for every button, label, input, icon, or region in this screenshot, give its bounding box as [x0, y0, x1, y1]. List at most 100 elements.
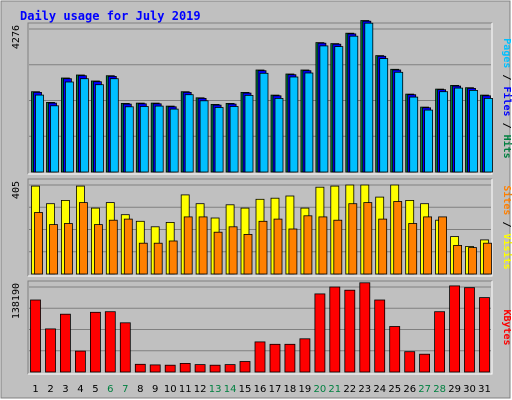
bar-pages-day-26 [409, 96, 419, 173]
bar-sites-day-7 [123, 218, 133, 275]
bar-pages-day-13 [214, 107, 224, 173]
plot-edge-dark-top [27, 22, 492, 174]
bar-sites-day-20 [318, 216, 328, 275]
bar-pages-day-8 [139, 106, 149, 173]
bar-pages-day-27 [424, 109, 434, 173]
bar-sites-day-10 [168, 240, 178, 275]
ytick-label-top: 4276 [11, 25, 22, 49]
bar-sites-day-29 [453, 244, 463, 275]
bar-pages-day-4 [80, 78, 89, 173]
bar-sites-day-6 [108, 219, 118, 275]
legend-part-top-4: Hits [501, 135, 512, 159]
x-tick-label-day-17: 17 [269, 384, 282, 395]
bar-kbytes-day-30 [464, 287, 475, 373]
bar-kbytes-day-20 [314, 293, 326, 373]
bar-kbytes-day-31 [479, 297, 490, 373]
legend-part-middle-2: Visits [501, 234, 512, 270]
bar-pages-day-16 [259, 72, 269, 173]
panel-top: 4276 Pages / Files / Hits [11, 20, 512, 175]
bar-pages-day-2 [50, 105, 59, 173]
bar-kbytes-day-18 [284, 343, 296, 373]
legend-middle: Sites / Visits [501, 185, 512, 269]
bar-sites-day-3 [64, 223, 73, 275]
bar-sites-day-30 [468, 247, 477, 275]
bar-sites-day-4 [79, 202, 88, 275]
bar-sites-day-31 [483, 242, 492, 275]
legend-part-middle-0: Sites [501, 185, 512, 215]
bar-kbytes-day-21 [329, 286, 341, 373]
x-tick-label-day-18: 18 [284, 384, 297, 395]
bar-pages-day-23 [364, 22, 374, 173]
bar-pages-day-22 [349, 35, 359, 173]
bar-sites-day-24 [378, 218, 388, 275]
bar-kbytes-day-5 [90, 311, 101, 373]
x-tick-label-day-29: 29 [448, 384, 461, 395]
bar-kbytes-day-1 [30, 299, 41, 373]
bar-pages-day-18 [289, 76, 299, 173]
plot-edge-dark-bottom [27, 280, 492, 374]
bar-kbytes-day-13 [209, 364, 221, 373]
x-tick-label-day-20: 20 [314, 384, 327, 395]
bar-sites-day-1 [34, 212, 43, 275]
x-tick-label-day-12: 12 [194, 384, 207, 395]
bar-kbytes-day-29 [449, 285, 461, 373]
x-tick-label-day-6: 6 [107, 384, 113, 395]
bar-kbytes-day-8 [134, 363, 146, 373]
bar-pages-day-29 [454, 87, 464, 173]
bar-sites-day-2 [49, 224, 58, 275]
bar-kbytes-day-17 [269, 343, 281, 373]
bar-sites-day-26 [408, 223, 418, 275]
bar-sites-day-23 [363, 202, 373, 275]
bar-kbytes-day-7 [119, 322, 131, 373]
bar-kbytes-day-16 [254, 341, 266, 373]
bar-sites-day-25 [393, 201, 403, 275]
ytick-label-middle: 405 [11, 181, 22, 199]
bar-kbytes-day-15 [239, 361, 251, 373]
bar-pages-day-1 [35, 94, 44, 173]
series-kbytes [30, 282, 490, 373]
x-tick-label-day-24: 24 [373, 384, 386, 395]
bar-sites-day-19 [303, 215, 313, 275]
bar-kbytes-day-10 [164, 364, 176, 373]
x-tick-label-day-27: 27 [418, 384, 431, 395]
plot-edge-light-top [28, 23, 493, 175]
bar-sites-day-9 [153, 242, 163, 275]
bar-kbytes-day-4 [75, 350, 86, 373]
chart-title: Daily usage for July 2019 [20, 9, 201, 23]
x-tick-label-day-15: 15 [239, 384, 252, 395]
x-tick-label-day-2: 2 [47, 384, 53, 395]
bar-pages-day-21 [334, 46, 344, 173]
bar-sites-day-15 [243, 233, 253, 275]
x-tick-label-day-22: 22 [343, 384, 356, 395]
x-tick-label-day-7: 7 [122, 384, 128, 395]
ytick-label-bottom: 138190 [11, 283, 22, 319]
bar-pages-day-24 [379, 58, 389, 173]
bar-pages-day-28 [439, 91, 449, 173]
legend-part-top-1: / [501, 68, 512, 86]
bar-pages-day-6 [109, 78, 119, 173]
bar-pages-day-25 [394, 71, 404, 173]
x-tick-label-day-25: 25 [388, 384, 401, 395]
x-tick-label-day-31: 31 [478, 384, 491, 395]
bar-sites-day-18 [288, 228, 298, 275]
bar-sites-day-12 [198, 216, 208, 275]
x-tick-label-day-30: 30 [463, 384, 476, 395]
panel-middle: 405 Sites / Visits [11, 178, 512, 277]
bar-kbytes-day-6 [104, 311, 116, 373]
bar-pages-day-30 [469, 90, 478, 173]
x-tick-label-day-9: 9 [152, 384, 158, 395]
bar-sites-day-11 [183, 216, 193, 275]
bar-pages-day-12 [199, 100, 209, 173]
bar-sites-day-5 [94, 224, 103, 275]
bar-sites-day-21 [333, 219, 343, 275]
legend-part-top-0: Pages [501, 38, 512, 68]
bar-pages-day-14 [229, 106, 239, 173]
bar-sites-day-13 [213, 231, 223, 275]
bar-kbytes-day-12 [194, 364, 206, 373]
x-tick-label-day-8: 8 [137, 384, 143, 395]
legend-bottom: KBytes [501, 309, 512, 345]
panel-bottom: 138190 KBytes [11, 280, 512, 375]
plot-edge-light-bottom [28, 281, 493, 375]
series-pages [35, 22, 493, 173]
